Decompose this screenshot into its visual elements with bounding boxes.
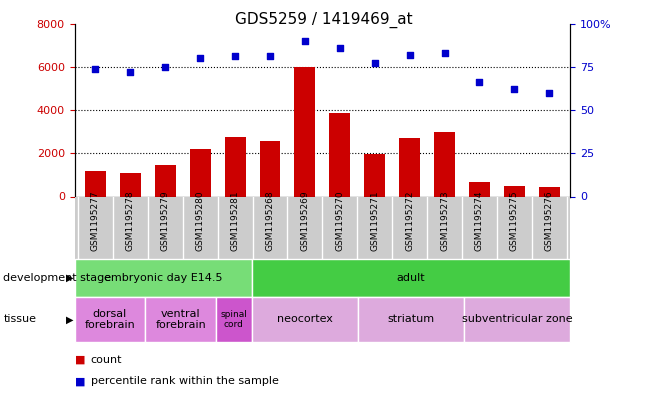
Text: development stage: development stage xyxy=(3,273,111,283)
Point xyxy=(334,45,345,51)
Bar xyxy=(190,149,211,196)
Text: striatum: striatum xyxy=(388,314,434,324)
Point xyxy=(509,86,520,92)
Text: ventral
forebrain: ventral forebrain xyxy=(156,309,206,330)
Text: percentile rank within the sample: percentile rank within the sample xyxy=(91,376,279,386)
Text: tissue: tissue xyxy=(3,314,36,324)
Text: embryonic day E14.5: embryonic day E14.5 xyxy=(104,273,222,283)
Bar xyxy=(329,113,351,196)
Bar xyxy=(75,259,251,297)
Text: ■: ■ xyxy=(75,376,89,386)
Text: adult: adult xyxy=(397,273,425,283)
Bar xyxy=(364,154,385,196)
Bar xyxy=(399,138,420,196)
Text: ▶: ▶ xyxy=(66,314,74,324)
Bar xyxy=(469,182,490,196)
Point xyxy=(195,55,205,61)
Bar xyxy=(225,137,246,196)
Bar xyxy=(260,141,281,196)
Point xyxy=(404,51,415,58)
Bar xyxy=(294,67,316,196)
Point xyxy=(369,60,380,66)
Point xyxy=(544,90,555,96)
Bar xyxy=(539,187,560,196)
Bar xyxy=(464,297,570,342)
Text: neocortex: neocortex xyxy=(277,314,332,324)
Text: spinal
cord: spinal cord xyxy=(220,310,248,329)
Bar xyxy=(251,297,358,342)
Point xyxy=(125,69,135,75)
Bar xyxy=(145,297,216,342)
Text: ■: ■ xyxy=(75,354,89,365)
Bar xyxy=(216,297,251,342)
Bar xyxy=(504,186,525,196)
Bar xyxy=(434,132,455,196)
Text: subventricular zone: subventricular zone xyxy=(462,314,572,324)
Bar xyxy=(120,173,141,196)
Text: dorsal
forebrain: dorsal forebrain xyxy=(84,309,135,330)
Bar xyxy=(155,165,176,196)
Text: ▶: ▶ xyxy=(66,273,74,283)
Text: GDS5259 / 1419469_at: GDS5259 / 1419469_at xyxy=(235,12,413,28)
Point xyxy=(90,65,100,72)
Point xyxy=(230,53,240,60)
Point xyxy=(474,79,485,86)
Bar xyxy=(75,297,145,342)
Point xyxy=(160,64,170,70)
Point xyxy=(300,38,310,44)
Bar xyxy=(251,259,570,297)
Point xyxy=(439,50,450,56)
Bar xyxy=(358,297,464,342)
Bar xyxy=(85,171,106,196)
Point xyxy=(265,53,275,60)
Text: count: count xyxy=(91,354,122,365)
